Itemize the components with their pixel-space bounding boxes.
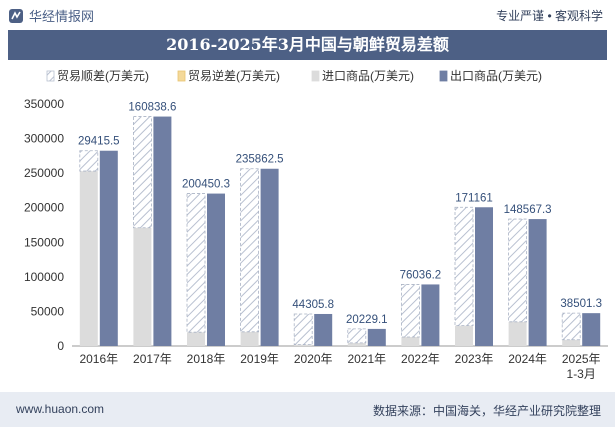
x-tick-label: 2018年 [187,352,226,366]
x-tick-label: 2023年 [455,352,494,366]
legend: 贸易顺差(万美元) 贸易逆差(万美元) 进口商品(万美元) 出口商品(万美元) [46,68,542,83]
bar-import [240,331,259,346]
data-label: 44305.8 [292,299,334,311]
data-label: 76036.2 [400,269,442,281]
legend-swatch [46,70,55,82]
bar-import [508,321,527,346]
bars [79,116,601,346]
x-tick-label: 2022年 [401,352,440,366]
bar-surplus [132,116,152,229]
y-tick-label: 150000 [24,235,64,249]
bar-import [79,171,98,346]
x-tick-label: 2019年 [240,352,279,366]
legend-item-0: 贸易顺差(万美元) [46,69,149,83]
legend-item-1: 贸易逆差(万美元) [177,68,280,83]
bar-group [293,313,333,346]
bar-surplus [240,168,260,333]
bar-import [562,339,581,346]
y-tick-label: 50000 [31,304,65,318]
data-label: 38501.3 [560,298,602,310]
bar-export [99,150,118,346]
legend-label: 贸易逆差(万美元) [188,68,280,83]
x-tick-label: 2024年 [508,352,547,366]
y-tick-label: 100000 [24,270,64,284]
data-label: 200450.3 [182,179,230,191]
data-label: 29415.5 [78,136,120,148]
legend-swatch [177,70,186,82]
bar-group [561,312,601,346]
bar-import [401,337,420,346]
bar-import [133,227,152,346]
data-labels: 29415.5 160838.6 200450.3 235862.5 44305.8 20… [78,102,602,326]
x-tick-label: 2016年 [79,352,118,366]
bar-group [508,218,547,346]
brand: 华经情报网 [8,6,94,25]
y-tick-label: 300000 [24,132,64,146]
bar-export [260,168,279,346]
bar-group [347,328,386,346]
tagline: 专业严谨 • 客观科学 [496,9,603,23]
x-tick-label: 2021年 [347,352,386,366]
chart-title: 2016-2025年3月中国与朝鲜贸易差额 [8,30,607,60]
x-tick-label: 1-3月 [567,367,596,381]
data-label: 160838.6 [128,102,176,114]
bar-surplus [454,206,474,327]
bar-surplus [186,193,206,333]
bar-group [79,150,118,346]
bar-surplus [561,312,581,341]
bar-export [314,313,333,346]
data-label: 20229.1 [346,314,388,326]
bar-export [421,284,440,346]
bar-surplus [293,313,313,346]
bar-export [528,219,547,346]
bar-export [207,193,225,346]
brand-name: 华经情报网 [29,9,95,24]
bar-group [186,193,225,346]
bar-surplus [347,328,367,344]
bar-import [455,325,473,346]
brand-logo-icon [9,8,23,23]
bar-import [294,344,313,346]
footer-source: 数据来源：中国海关，华经产业研究院整理 [372,404,601,418]
data-label: 235862.5 [236,154,284,166]
legend-item-3: 出口商品(万美元) [439,68,542,83]
legend-label: 贸易顺差(万美元) [57,69,149,83]
y-tick-label: 250000 [24,166,64,180]
x-tick-label: 2025年 [562,352,601,366]
legend-label: 出口商品(万美元) [450,68,542,83]
bar-export [367,328,386,346]
top-bar: 华经情报网 专业严谨 • 客观科学 [0,0,615,30]
bar-surplus [400,284,420,338]
legend-label: 进口商品(万美元) [322,68,414,83]
bar-group [454,206,493,346]
y-tick-label: 0 [57,339,64,353]
footer-url[interactable]: www.huaon.com [16,402,105,416]
bar-export [153,116,172,346]
bar-export [475,207,493,346]
y-tick-label: 200000 [24,201,64,215]
data-label: 148567.3 [504,204,552,216]
x-tick-label: 2020年 [294,352,333,366]
bar-import [347,342,366,346]
legend-item-2: 进口商品(万美元) [311,68,414,83]
bar-import [187,332,205,346]
bar-surplus [508,218,528,323]
x-tick-label: 2017年 [133,352,172,366]
data-label: 171161 [455,192,493,204]
bar-group [400,284,440,346]
bar-group [240,168,279,346]
bar-export [582,313,601,346]
legend-swatch [311,70,320,82]
bar-group [132,116,172,346]
chart: 贸易顺差(万美元) 贸易逆差(万美元) 进口商品(万美元) 出口商品(万美元) 0 50… [24,68,608,381]
footer: www.huaon.com 数据来源：中国海关，华经产业研究院整理 [0,392,615,427]
y-tick-label: 350000 [24,97,64,111]
bar-surplus [79,150,99,172]
legend-swatch [439,70,448,82]
